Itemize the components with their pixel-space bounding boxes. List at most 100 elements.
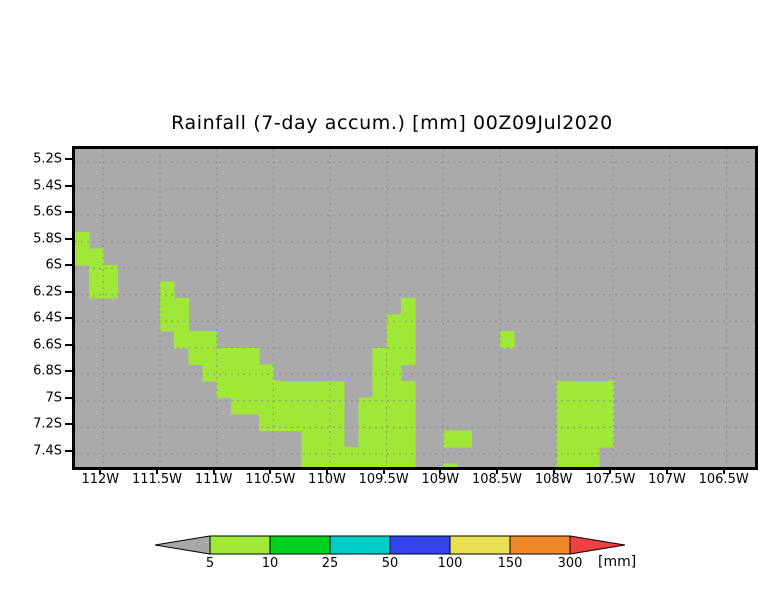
y-tick-label: 5.8S: [33, 231, 62, 247]
rainfall-cell: [585, 430, 600, 448]
y-tick-label: 6.4S: [33, 310, 62, 326]
rainfall-cell: [230, 347, 246, 365]
rainfall-cell: [599, 414, 614, 432]
rainfall-cell: [287, 397, 303, 415]
y-tick-label: 7S: [45, 390, 62, 406]
rainfall-cell: [570, 430, 586, 448]
rainfall-cell: [202, 364, 218, 382]
x-tick-label: 107W: [648, 472, 686, 487]
rainfall-cell: [259, 397, 274, 415]
colorbar-segment: [509, 535, 571, 555]
y-tick-label: 5.6S: [33, 204, 62, 220]
rainfall-cell: [570, 414, 586, 432]
rainfall-cell: [400, 414, 416, 432]
rainfall-cell: [344, 447, 359, 465]
rainfall-cell: [372, 347, 388, 365]
rainfall-cell: [386, 447, 402, 465]
rainfall-cell: [400, 347, 416, 365]
y-tick-mark: [65, 449, 72, 452]
x-tick-mark: [382, 467, 385, 474]
rainfall-cell: [556, 380, 572, 398]
rainfall-cell: [103, 281, 118, 299]
rainfall-cell: [259, 364, 274, 382]
rainfall-cell: [358, 447, 373, 465]
colorbar-tick-label: 25: [321, 556, 339, 571]
rainfall-cell: [556, 397, 572, 415]
rainfall-cell: [245, 397, 260, 415]
rainfall-cell: [160, 281, 175, 299]
rainfall-cell: [372, 463, 388, 467]
rainfall-cell: [372, 380, 388, 398]
rainfall-cell: [315, 430, 331, 448]
rainfall-cell: [315, 414, 331, 432]
rainfall-cell: [245, 347, 260, 365]
x-tick-label: 110.5W: [245, 472, 296, 487]
rainfall-cell: [315, 463, 331, 467]
y-tick-label: 6.2S: [33, 284, 62, 300]
rainfall-cell: [75, 248, 90, 266]
rainfall-cell: [400, 298, 416, 316]
y-tick-mark: [65, 184, 72, 187]
x-tick-mark: [326, 467, 328, 474]
rainfall-cell: [216, 347, 232, 365]
rainfall-cell: [89, 248, 104, 266]
x-tick-mark: [99, 467, 102, 474]
rainfall-cell: [230, 380, 246, 398]
rainfall-cell: [330, 414, 345, 432]
map-plot-area: [72, 146, 758, 470]
rainfall-cell: [400, 430, 416, 448]
y-tick-label: 6.8S: [33, 363, 62, 379]
rainfall-cell: [400, 397, 416, 415]
x-tick-label: 109W: [421, 472, 460, 487]
colorbar-tick-label: 150: [497, 556, 523, 571]
rainfall-cell: [372, 447, 388, 465]
colorbar-tick-label: 100: [437, 556, 463, 571]
rainfall-cell: [386, 414, 402, 432]
rainfall-cell: [386, 331, 402, 349]
rainfall-cell: [372, 364, 388, 382]
rainfall-cell: [372, 414, 388, 432]
rainfall-cell: [556, 463, 572, 467]
colorbar-segment: [389, 535, 451, 555]
rainfall-cell: [344, 463, 359, 467]
y-tick-mark: [65, 211, 72, 214]
rainfall-cell: [188, 347, 203, 365]
rainfall-cell: [259, 414, 274, 432]
rainfall-cell: [358, 463, 373, 467]
rainfall-cell: [386, 380, 402, 398]
x-tick-mark: [609, 467, 612, 474]
colorbar-tick-label: 10: [261, 556, 279, 571]
x-tick-mark: [496, 467, 498, 474]
colorbar-segment-over: [569, 535, 625, 555]
rainfall-cell: [89, 264, 104, 282]
rainfall-cell: [315, 397, 331, 415]
colorbar-tick-label: 300: [557, 556, 583, 571]
rainfall-cells-layer: [75, 231, 614, 467]
y-tick-mark: [65, 343, 72, 346]
rainfall-cell: [570, 463, 586, 467]
x-tick-mark: [666, 467, 668, 474]
x-tick-label: 109.5W: [358, 472, 409, 487]
colorbar-tick-label: 5: [205, 556, 215, 571]
rainfall-cell: [330, 397, 345, 415]
rainfall-cell: [160, 314, 175, 332]
rainfall-cell: [301, 414, 317, 432]
rainfall-cell: [273, 414, 288, 432]
x-tick-label: 112W: [81, 472, 120, 487]
rainfall-heatmap-canvas: [75, 149, 755, 467]
rainfall-cell: [75, 231, 90, 249]
rainfall-cell: [443, 463, 458, 467]
rainfall-cell: [400, 331, 416, 349]
rainfall-cell: [216, 380, 232, 398]
y-tick-mark: [65, 290, 72, 293]
rainfall-cell: [287, 380, 303, 398]
y-tick-label: 7.4S: [33, 443, 62, 459]
rainfall-cell: [386, 397, 402, 415]
rainfall-cell: [358, 397, 373, 415]
rainfall-cell: [457, 430, 473, 448]
rainfall-cell: [570, 397, 586, 415]
rainfall-cell: [386, 463, 402, 467]
x-tick-label: 106.5W: [698, 472, 749, 487]
rainfall-cell: [287, 414, 303, 432]
rainfall-cell: [585, 447, 600, 465]
